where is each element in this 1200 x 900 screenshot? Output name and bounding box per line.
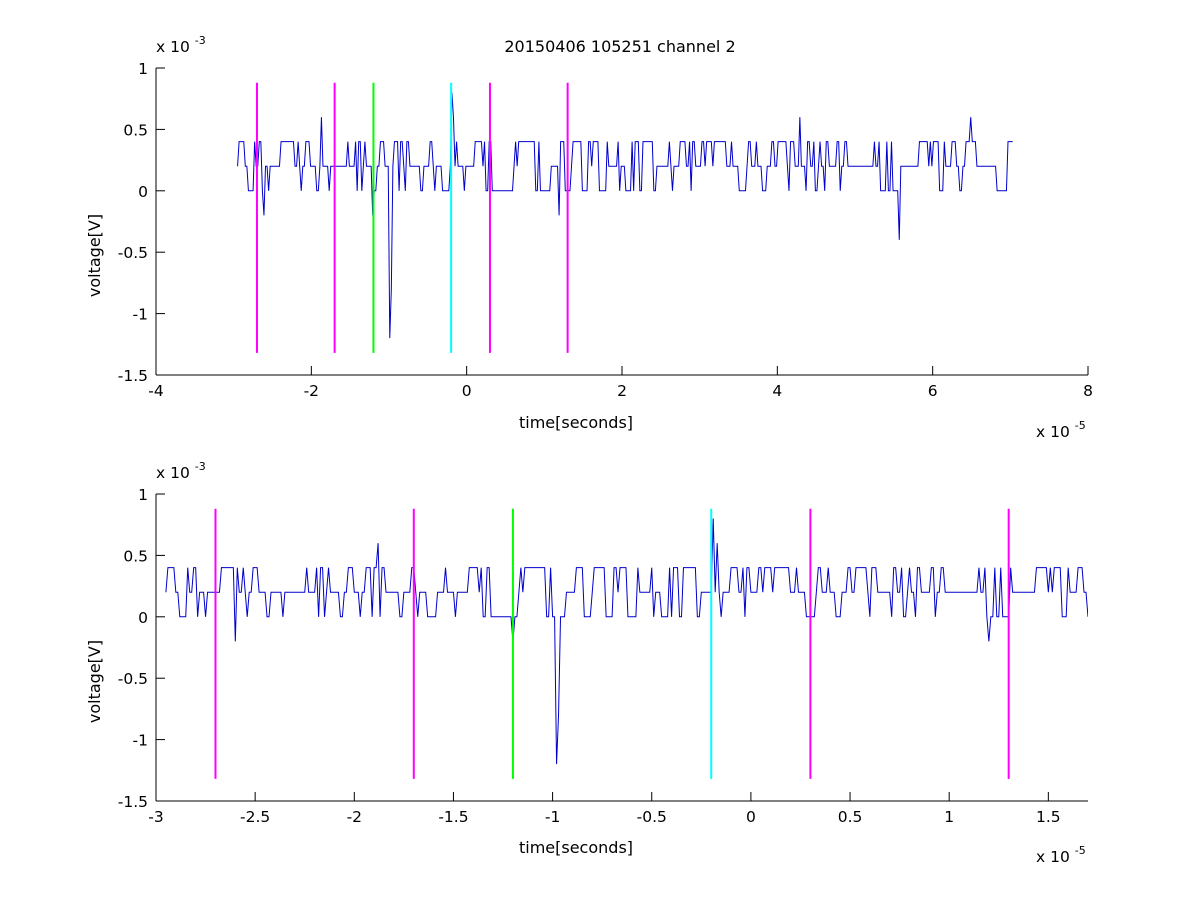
x-tick-label: -3 <box>148 808 163 826</box>
y-tick-label: 0.5 <box>123 121 148 139</box>
x-exponent-label: x 10 -5 <box>1036 419 1086 441</box>
bottom-plot: -3 -2.5 -2 -1.5 -1 -0.5 0 0.5 1 1.5 -1.5 -1 -0.5 0 0.5… <box>85 460 1088 866</box>
x-tick-label: 8 <box>1083 382 1093 400</box>
x-tick-label: -2.5 <box>240 808 270 826</box>
x-tick-label: 0 <box>462 382 472 400</box>
x-tick-label: -1 <box>545 808 560 826</box>
y-tick-label: 1 <box>138 486 148 504</box>
x-tick-label: 0.5 <box>838 808 863 826</box>
x-tick-label: -1.5 <box>438 808 468 826</box>
y-tick-label: -1.5 <box>118 793 148 811</box>
top-plot: -4 -2 0 2 4 6 8 -1.5 -1 -0.5 0 0.5 1 time[seconds] vol… <box>85 34 1093 441</box>
y-tick-label: -1.5 <box>118 367 148 385</box>
x-axis-label: time[seconds] <box>519 838 633 857</box>
x-tick-label: 1 <box>944 808 954 826</box>
x-tick-label: 6 <box>928 382 938 400</box>
x-tick-label: 4 <box>772 382 782 400</box>
y-tick-label: -0.5 <box>118 670 148 688</box>
x-tick-label: -2 <box>304 382 319 400</box>
y-tick-label: -1 <box>133 732 148 750</box>
x-axis-label: time[seconds] <box>519 413 633 432</box>
figure-title: 20150406 105251 channel 2 <box>504 37 735 56</box>
x-tick-label: 1.5 <box>1036 808 1061 826</box>
signal-trace <box>237 92 1013 339</box>
y-tick-label: -0.5 <box>118 244 148 262</box>
x-exponent-label: x 10 -5 <box>1036 844 1086 866</box>
signal-trace <box>165 518 1088 765</box>
y-tick-label: 1 <box>138 60 148 78</box>
y-axis-label: voltage[V] <box>85 214 104 297</box>
y-exponent-label: x 10 -3 <box>156 34 206 56</box>
x-tick-label: 0 <box>746 808 756 826</box>
y-tick-label: 0 <box>138 609 148 627</box>
x-tick-label: 2 <box>617 382 627 400</box>
y-exponent-label: x 10 -3 <box>156 460 206 482</box>
y-tick-label: 0.5 <box>123 547 148 565</box>
y-axis-label: voltage[V] <box>85 640 104 723</box>
y-tick-label: -1 <box>133 306 148 324</box>
y-tick-label: 0 <box>138 183 148 201</box>
x-tick-label: -2 <box>347 808 362 826</box>
x-tick-label: -0.5 <box>637 808 667 826</box>
x-tick-label: -4 <box>148 382 163 400</box>
